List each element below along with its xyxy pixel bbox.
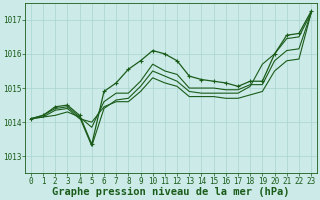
X-axis label: Graphe pression niveau de la mer (hPa): Graphe pression niveau de la mer (hPa) [52,187,290,197]
